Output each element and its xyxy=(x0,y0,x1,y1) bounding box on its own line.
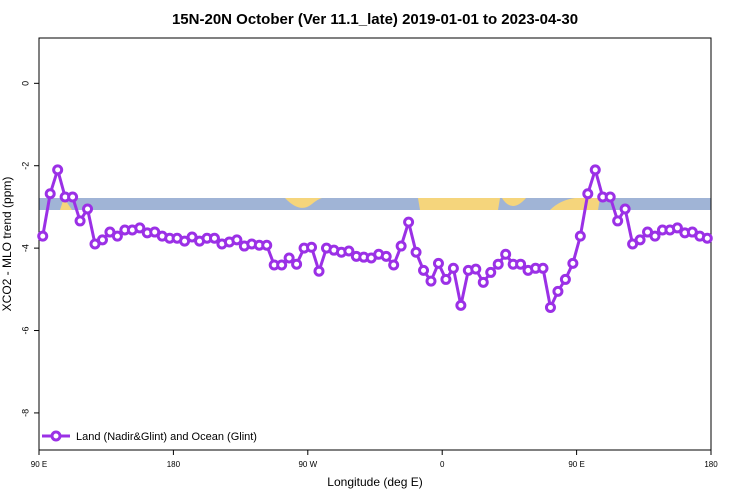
plot-frame xyxy=(38,37,712,451)
data-point xyxy=(343,245,355,257)
data-point xyxy=(477,276,489,288)
chart-title: 15N-20N October (Ver 11.1_late) 2019-01-… xyxy=(172,11,578,28)
data-point xyxy=(515,258,527,270)
data-point xyxy=(208,232,220,244)
legend: Land (Nadir&Glint) and Ocean (Glint) xyxy=(42,430,257,443)
legend-label: Land (Nadir&Glint) and Ocean (Glint) xyxy=(76,431,257,443)
data-point xyxy=(589,164,601,176)
legend-marker xyxy=(50,430,62,442)
series-line xyxy=(41,164,708,313)
data-point xyxy=(537,262,549,274)
data-point xyxy=(37,230,49,242)
data-point xyxy=(388,259,400,271)
data-point xyxy=(380,250,392,262)
data-point xyxy=(552,285,564,297)
data-point xyxy=(276,259,288,271)
data-point xyxy=(306,241,318,253)
data-point xyxy=(67,191,79,203)
data-point xyxy=(604,191,616,203)
x-tick-label: 90 E xyxy=(568,460,584,469)
data-point xyxy=(410,246,422,258)
data-point xyxy=(231,234,243,246)
data-point xyxy=(544,301,556,313)
data-point xyxy=(395,240,407,252)
data-point xyxy=(559,273,571,285)
data-point xyxy=(619,203,631,215)
data-point xyxy=(455,299,467,311)
x-tick-label: 90 E xyxy=(31,460,47,469)
data-point xyxy=(52,164,64,176)
data-point xyxy=(134,222,146,234)
data-point xyxy=(447,262,459,274)
map-strip xyxy=(39,198,711,210)
data-point xyxy=(313,265,325,277)
y-tick-label: -6 xyxy=(20,327,30,335)
data-point xyxy=(634,234,646,246)
data-point xyxy=(74,215,86,227)
data-point xyxy=(470,263,482,275)
data-point xyxy=(403,216,415,228)
x-tick-label: 180 xyxy=(704,460,718,469)
x-axis-title: Longitude (deg E) xyxy=(327,475,422,489)
data-point xyxy=(291,258,303,270)
data-point xyxy=(612,215,624,227)
y-tick-label: -8 xyxy=(20,409,30,417)
data-point xyxy=(82,203,94,215)
data-point xyxy=(649,230,661,242)
x-tick-label: 180 xyxy=(167,460,181,469)
data-point xyxy=(574,230,586,242)
data-point xyxy=(485,266,497,278)
y-tick-label: 0 xyxy=(20,81,30,86)
data-point xyxy=(261,239,273,251)
data-point xyxy=(567,257,579,269)
x-tick-label: 90 W xyxy=(298,460,317,469)
data-point xyxy=(425,275,437,287)
data-point xyxy=(418,264,430,276)
data-point xyxy=(96,234,108,246)
data-point xyxy=(111,230,123,242)
y-tick-label: -4 xyxy=(20,244,30,252)
data-point xyxy=(671,222,683,234)
data-point xyxy=(432,257,444,269)
x-tick-label: 0 xyxy=(440,460,445,469)
y-axis-title: XCO2 - MLO trend (ppm) xyxy=(0,177,14,312)
y-tick-label: -2 xyxy=(20,162,30,170)
data-point xyxy=(500,248,512,260)
data-point xyxy=(492,258,504,270)
data-point xyxy=(283,252,295,264)
data-point xyxy=(440,273,452,285)
data-point xyxy=(701,232,713,244)
data-point xyxy=(44,188,56,200)
data-point xyxy=(582,188,594,200)
